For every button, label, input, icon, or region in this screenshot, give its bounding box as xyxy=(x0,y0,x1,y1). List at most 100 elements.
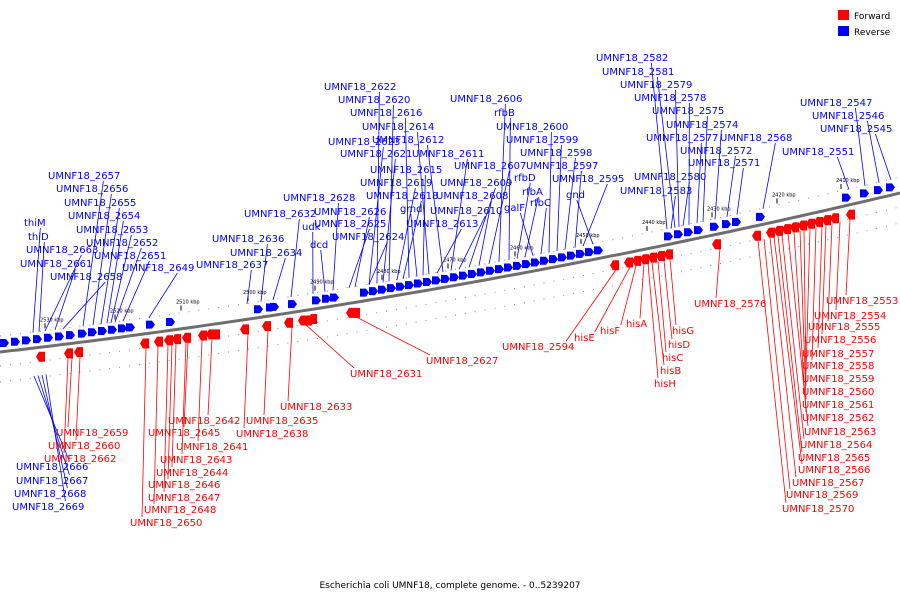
reverse-leader-line xyxy=(354,216,370,287)
reverse-gene-label: rfbD xyxy=(514,173,536,184)
forward-gene-label: UMNF18_2644 xyxy=(156,468,228,479)
forward-gene-label: UMNF18_2633 xyxy=(280,402,352,413)
reverse-leader-line xyxy=(458,215,486,270)
forward-gene-arrow xyxy=(664,249,673,260)
reverse-gene-arrow xyxy=(396,282,405,291)
reverse-leader-line xyxy=(556,144,562,252)
reverse-leader-line xyxy=(376,91,380,284)
reverse-gene-arrow xyxy=(674,230,683,239)
forward-leader-line xyxy=(181,342,187,455)
forward-gene-arrow xyxy=(782,224,791,235)
reverse-gene-label: UMNF18_2614 xyxy=(362,122,434,133)
reverse-gene-label: rfbA xyxy=(522,187,543,198)
forward-gene-label: hisA xyxy=(626,319,647,330)
reverse-leader-line xyxy=(290,218,300,298)
reverse-leader-line xyxy=(674,89,680,227)
reverse-gene-arrow xyxy=(22,336,31,345)
reverse-gene-label: UMNF18_2606 xyxy=(450,94,522,105)
reverse-leader-line xyxy=(576,199,594,245)
reverse-gene-label: UMNF18_2616 xyxy=(350,108,422,119)
reverse-gene-arrow xyxy=(414,279,423,288)
reverse-gene-arrow xyxy=(694,226,703,235)
forward-gene-label: UMNF18_2570 xyxy=(782,504,854,515)
reverse-leader-line xyxy=(682,181,690,227)
forward-gene-arrow xyxy=(774,225,783,236)
reverse-gene-label: UMNF18_2600 xyxy=(496,122,568,133)
reverse-leader-line xyxy=(714,129,722,220)
reverse-gene-arrow xyxy=(459,271,468,280)
forward-gene-label: hisG xyxy=(672,326,694,337)
reverse-gene-label: UMNF18_2611 xyxy=(412,149,484,160)
forward-gene-arrow xyxy=(206,329,220,340)
reverse-leader-line xyxy=(396,187,416,281)
reverse-gene-arrow xyxy=(504,263,513,272)
reverse-leader-line xyxy=(44,254,82,332)
reverse-gene-label: UMNF18_2657 xyxy=(48,171,120,182)
reverse-leader-line xyxy=(272,257,286,300)
forward-leader-line xyxy=(141,348,147,518)
forward-leader-line xyxy=(620,265,637,326)
forward-leader-line xyxy=(803,230,807,387)
forward-leader-line xyxy=(781,234,805,440)
reverse-gene-label: UMNF18_2597 xyxy=(526,161,598,172)
reverse-gene-arrow xyxy=(11,337,20,346)
forward-leader-line xyxy=(651,262,665,366)
reverse-gene-label: UMNF18_2654 xyxy=(68,211,140,222)
forward-gene-arrow xyxy=(648,252,657,263)
reverse-gene-label: UMNF18_2628 xyxy=(283,193,355,204)
forward-gene-label: UMNF18_2562 xyxy=(802,413,874,424)
reverse-gene-label: UMNF18_2621 xyxy=(340,149,412,160)
forward-gene-label: UMNF18_2627 xyxy=(426,356,498,367)
forward-leader-line xyxy=(657,261,667,353)
forward-gene-arrow xyxy=(36,351,45,362)
reverse-gene-arrow xyxy=(664,232,673,241)
reverse-leader-line xyxy=(574,170,582,248)
tick-label: 2450 kbp xyxy=(576,233,600,239)
tick-label: 2410 kbp xyxy=(836,178,860,184)
forward-gene-label: UMNF18_2642 xyxy=(168,416,240,427)
reverse-gene-label: gmd xyxy=(400,204,422,215)
forward-leader-line xyxy=(67,357,73,428)
forward-leader-lines xyxy=(63,219,851,518)
reverse-leader-line xyxy=(519,212,534,256)
reverse-gene-label: UMNF18_2577 xyxy=(646,133,718,144)
reverse-gene-arrow xyxy=(886,183,895,192)
forward-leader-line xyxy=(835,221,841,311)
forward-leader-line xyxy=(167,344,173,480)
reverse-leader-line xyxy=(148,272,178,318)
reverse-gene-label: UMNF18_2583 xyxy=(620,186,692,197)
reverse-gene-arrow xyxy=(405,281,414,290)
reverse-leader-line xyxy=(726,155,736,217)
forward-gene-label: UMNF18_2662 xyxy=(44,454,116,465)
reverse-gene-label: UMNF18_2572 xyxy=(680,146,752,157)
reverse-gene-arrow xyxy=(254,305,263,314)
reverse-leader-line xyxy=(110,234,132,323)
reverse-gene-arrow xyxy=(710,222,719,231)
reverse-leader-line xyxy=(702,115,708,222)
forward-gene-label: UMNF18_2647 xyxy=(148,493,220,504)
reverse-gene-arrow xyxy=(522,260,531,269)
reverse-leader-line xyxy=(45,374,66,502)
forward-gene-label: UMNF18_2648 xyxy=(144,505,216,516)
reverse-gene-label: thiM xyxy=(24,218,46,229)
reverse-gene-arrow xyxy=(312,296,321,305)
reverse-gene-label: UMNF18_2582 xyxy=(596,53,668,64)
reverse-gene-arrow xyxy=(567,251,576,260)
reverse-leader-line xyxy=(410,213,418,277)
tick-label: 2460 kbp xyxy=(510,245,534,251)
forward-gene-label: UMNF18_2650 xyxy=(130,518,202,529)
reverse-gene-label: UMNF18_2622 xyxy=(324,82,396,93)
forward-leader-line xyxy=(757,240,787,504)
reverse-gene-arrow xyxy=(146,320,155,329)
tick-label: 2440 kbp xyxy=(642,220,666,226)
reverse-leader-line xyxy=(422,174,426,276)
reverse-gene-label: UMNF18_2653 xyxy=(76,225,148,236)
reverse-gene-arrow xyxy=(0,339,9,347)
reverse-gene-arrow xyxy=(576,249,585,258)
reverse-gene-label: UMNF18_2632 xyxy=(244,209,316,220)
reverse-gene-label: UMNF18_2608 xyxy=(436,191,508,202)
forward-leader-line xyxy=(197,340,203,442)
tick-label: 2490 kbp xyxy=(310,280,334,286)
reverse-gene-label: UMNF18_2623 xyxy=(328,137,400,148)
